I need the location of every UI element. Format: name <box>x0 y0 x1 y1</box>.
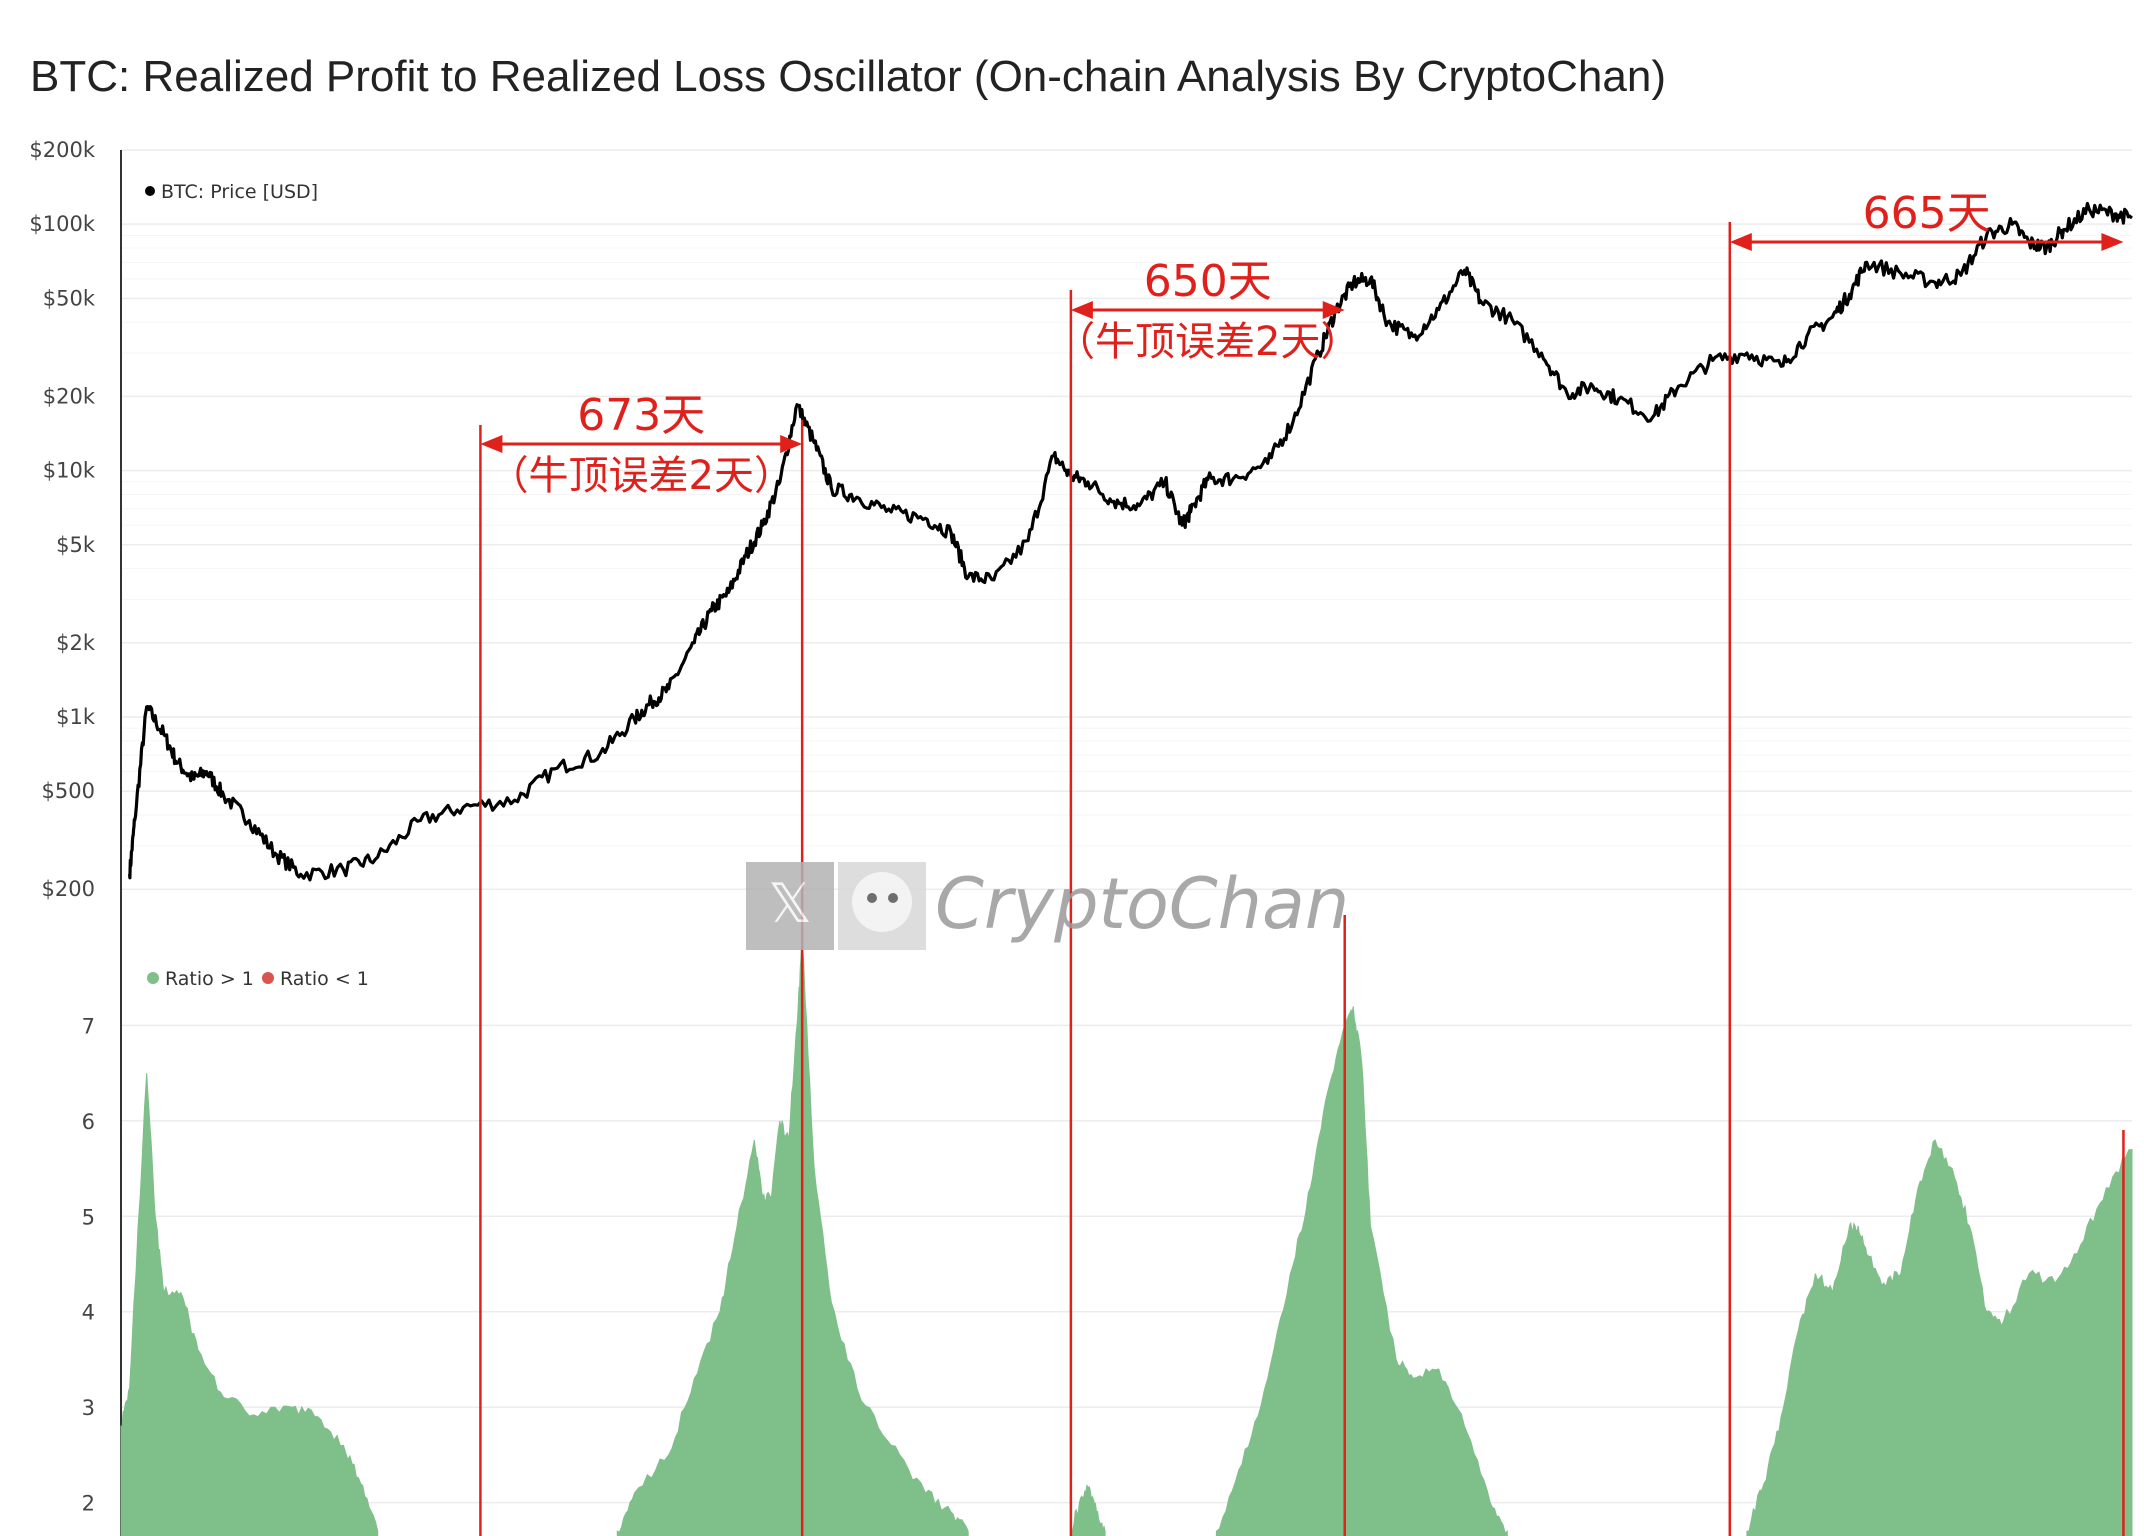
ratio-area <box>1746 1139 2133 1536</box>
ratio-axis: 7 6 5 4 3 2 <box>82 1014 95 1515</box>
ratio-tick-label: 3 <box>82 1396 95 1420</box>
chart-title: BTC: Realized Profit to Realized Loss Os… <box>30 52 1666 101</box>
watermark-text: CryptoChan <box>935 863 1349 945</box>
ratio-tick-label: 4 <box>82 1301 95 1325</box>
arrow-head-right <box>780 435 803 453</box>
cycle-note-label: （牛顶误差2天） <box>489 453 794 499</box>
price-tick-label: $50k <box>43 286 96 310</box>
price-tick-label: $2k <box>56 631 96 655</box>
ratio-area <box>1070 1484 1106 1536</box>
price-legend-label: BTC: Price [USD] <box>161 181 318 203</box>
price-tick-label: $10k <box>43 459 96 483</box>
cycle-days-label: 650天 <box>1144 256 1272 307</box>
ratio-area <box>1215 1006 1508 1536</box>
ratio-tick-label: 7 <box>82 1014 95 1038</box>
price-legend-marker <box>145 186 155 196</box>
price-tick-label: $5k <box>56 533 96 557</box>
cycle-annotations: 673天 （牛顶误差2天） 650天 （牛顶误差2天） 665天 <box>479 188 2125 1536</box>
arrow-head-left <box>480 435 503 453</box>
price-tick-label: $20k <box>43 384 96 408</box>
legends: BTC: Price [USD] Ratio > 1 Ratio < 1 <box>145 181 369 990</box>
grid-lines <box>120 149 2132 1536</box>
arrow-head-left <box>1729 233 1752 251</box>
ratio-gt1-legend-marker <box>147 972 159 984</box>
x-logo-box <box>746 862 834 950</box>
ratio-tick-label: 5 <box>82 1205 95 1229</box>
cycle-note-label: （牛顶误差2天） <box>1055 319 1360 365</box>
price-tick-label: $200 <box>42 877 95 901</box>
price-tick-label: $200k <box>29 138 95 162</box>
ratio-tick-label: 6 <box>82 1110 95 1134</box>
arrow-head-right <box>2101 233 2124 251</box>
arrow-head-right <box>1322 301 1345 319</box>
price-tick-label: $500 <box>42 779 95 803</box>
price-tick-label: $1k <box>56 705 96 729</box>
cycle-days-label: 665天 <box>1863 188 1991 239</box>
ratio-area <box>616 939 969 1536</box>
ratio-tick-label: 2 <box>82 1492 95 1516</box>
watermark: 𝕏 CryptoChan <box>746 862 1349 950</box>
ratio-lt1-legend-label: Ratio < 1 <box>280 968 369 990</box>
cycle-days-label: 673天 <box>577 390 705 441</box>
ratio-lt1-legend-marker <box>262 972 274 984</box>
ratio-area-series <box>120 939 2133 1536</box>
ratio-area <box>120 1073 379 1536</box>
price-tick-label: $100k <box>29 212 95 236</box>
price-axis: $200k $100k $50k $20k $10k $5k $2k $1k $500 $200 <box>29 138 95 901</box>
price-line <box>128 201 2133 882</box>
arrow-head-left <box>1070 301 1093 319</box>
x-logo-icon: 𝕏 <box>768 872 812 935</box>
ratio-gt1-legend-label: Ratio > 1 <box>165 968 254 990</box>
